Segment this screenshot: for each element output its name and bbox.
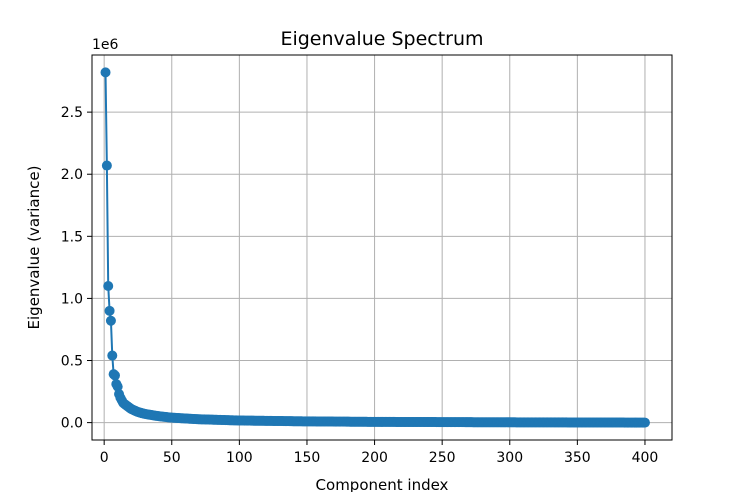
chart-title: Eigenvalue Spectrum — [280, 28, 483, 50]
data-point — [105, 315, 116, 326]
plot-frame — [91, 54, 673, 441]
x-axis-label: Component index — [316, 476, 449, 492]
data-point — [107, 350, 118, 361]
data-point — [112, 381, 123, 392]
y-tick-label: 2.5 — [61, 105, 83, 121]
x-tick-label: 300 — [496, 450, 523, 466]
data-point — [639, 417, 650, 428]
y-tick-label: 0.5 — [61, 354, 83, 370]
data-point — [101, 160, 112, 171]
y-tick-label: 0.0 — [61, 416, 83, 432]
x-tick-label: 150 — [294, 450, 321, 466]
x-tick-label: 400 — [632, 450, 659, 466]
series-eigenvalues — [100, 67, 650, 428]
x-tick-label: 200 — [361, 450, 388, 466]
ticks: 0 50 100 150 200 250 300 350 400 0.0 0.5 1.0 1.5 2.0 2… — [61, 105, 659, 466]
data-point — [104, 305, 115, 316]
x-tick-label: 350 — [564, 450, 591, 466]
x-tick-label: 0 — [100, 450, 109, 466]
data-point — [109, 370, 120, 381]
y-tick-label: 1.5 — [61, 229, 83, 245]
data-point — [100, 67, 111, 78]
x-tick-label: 100 — [226, 450, 253, 466]
y-tick-label: 2.0 — [61, 167, 83, 183]
x-tick-label: 250 — [429, 450, 456, 466]
y-axis-offset-label: 1e6 — [92, 37, 119, 53]
y-axis-label: Eigenvalue (variance) — [25, 166, 43, 330]
data-point — [103, 281, 114, 291]
x-tick-label: 50 — [163, 450, 181, 466]
y-tick-label: 1.0 — [61, 291, 83, 307]
